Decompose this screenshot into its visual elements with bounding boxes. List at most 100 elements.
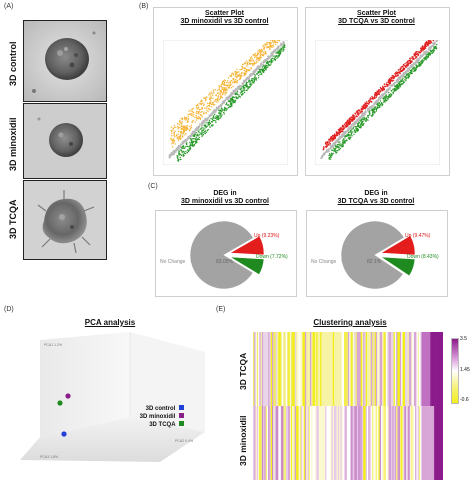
pie-slice-up xyxy=(228,235,265,256)
heatmap-cell-bottom xyxy=(367,406,369,480)
scatter-point xyxy=(247,88,249,90)
scatter-point xyxy=(225,109,227,112)
scatter-point xyxy=(334,147,336,150)
scatter-point xyxy=(385,96,387,98)
scatter-point xyxy=(181,121,183,123)
scatter-point xyxy=(202,104,205,107)
scatter-point xyxy=(391,79,393,81)
heatmap-cell-bottom xyxy=(425,406,427,480)
scatter-point xyxy=(227,104,229,107)
scatter-point xyxy=(235,78,237,80)
scatter-point xyxy=(256,54,258,56)
scatter-point xyxy=(399,69,401,71)
heatmap-cell-bottom xyxy=(277,406,279,480)
scatter-point xyxy=(240,94,242,96)
scatter-point xyxy=(192,115,195,118)
heatmap-cell-bottom xyxy=(318,406,321,480)
scatter-point xyxy=(175,126,177,128)
scatter-point xyxy=(342,139,344,142)
scatter-point xyxy=(236,71,238,73)
scatter-point xyxy=(268,42,271,44)
scatter-point xyxy=(275,52,277,54)
pie-slice-down xyxy=(229,256,265,275)
heatmap-cell-top xyxy=(386,332,388,406)
scatter-point xyxy=(226,81,228,84)
scatter-point xyxy=(415,55,417,58)
scatter-point xyxy=(273,49,276,52)
scatter-point xyxy=(181,118,183,121)
scatter-point xyxy=(175,147,178,150)
scatter-point xyxy=(249,69,251,71)
scatter-point xyxy=(251,82,253,84)
scatter-point xyxy=(363,122,365,125)
pie-chart-frame-1: No Change 83.05% Up (9.23%) Down (7.72%) xyxy=(155,210,297,297)
heatmap-cell-top xyxy=(330,332,332,406)
scatter-point xyxy=(230,99,232,101)
scatter-point xyxy=(279,50,282,53)
scatter-point xyxy=(386,84,388,86)
heatmap-cell-bottom xyxy=(408,406,411,480)
scatter-point xyxy=(244,72,247,74)
scatter-point xyxy=(374,111,376,113)
scatter-point xyxy=(426,41,428,43)
scatter-point xyxy=(189,113,191,115)
scatter-point xyxy=(429,42,431,44)
heatmap-cell-top xyxy=(293,332,296,406)
scatter-point xyxy=(187,113,189,116)
scatter-point xyxy=(411,66,414,68)
scatter-point xyxy=(188,149,190,152)
heatmap-cell-top xyxy=(339,332,341,406)
scatter-point xyxy=(373,112,375,114)
scatter-point xyxy=(229,82,231,85)
scatter-point xyxy=(363,103,366,106)
scatter-point xyxy=(177,158,180,161)
scatter-point xyxy=(355,126,358,128)
heatmap-cell-top xyxy=(394,332,397,406)
scatter-point xyxy=(215,116,217,119)
scatter-point xyxy=(169,156,171,159)
scatter-point xyxy=(345,135,347,137)
scatter-point xyxy=(225,98,228,100)
scatter-point xyxy=(403,71,405,74)
scatter-point xyxy=(212,124,214,126)
scatter-point xyxy=(391,85,394,87)
scatter-point xyxy=(196,110,198,113)
heatmap-cell-bottom xyxy=(379,406,382,480)
scatter-point xyxy=(242,63,244,65)
scatter-point xyxy=(224,94,226,96)
heatmap-cell-bottom xyxy=(427,406,430,480)
pca-legend: 3D control 3D minoxidil 3D TCQA xyxy=(122,405,184,429)
scatter-point xyxy=(389,84,392,87)
scatter-point xyxy=(180,128,182,131)
scatter-point xyxy=(371,95,373,98)
scatter-point xyxy=(249,84,252,86)
scatter-point xyxy=(271,57,274,60)
heatmap-cell-top xyxy=(429,332,431,406)
scatter-point xyxy=(350,136,352,139)
scatter-point xyxy=(270,60,272,63)
heatmap-cell-top xyxy=(426,332,429,406)
scatter-point xyxy=(185,133,187,135)
scatter-point xyxy=(272,44,274,47)
heatmap-cell-top xyxy=(432,332,435,406)
scatter-point xyxy=(178,123,180,126)
scatter-point xyxy=(220,107,223,109)
scatter-point xyxy=(280,47,282,49)
heatmap-cell-top xyxy=(270,332,273,406)
scatter-point xyxy=(208,98,211,101)
scatter-point xyxy=(234,96,236,99)
heatmap-cell-bottom xyxy=(439,406,441,480)
scatter-point xyxy=(386,81,388,83)
scatter-point xyxy=(246,65,248,67)
scatter-point xyxy=(404,63,406,65)
heatmap-cell-bottom xyxy=(320,406,322,480)
scatter-point xyxy=(424,47,427,49)
scatter-point xyxy=(265,52,267,55)
scatter-point xyxy=(282,42,285,45)
heatmap-cell-top xyxy=(365,332,368,406)
scatter-point xyxy=(251,78,253,80)
scatter-point xyxy=(204,107,206,110)
scatter-point xyxy=(220,103,222,106)
scatter-point xyxy=(219,97,222,99)
scatter-point xyxy=(259,50,261,53)
